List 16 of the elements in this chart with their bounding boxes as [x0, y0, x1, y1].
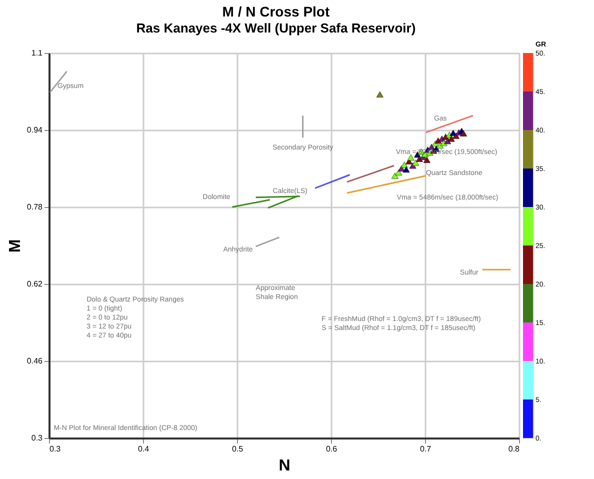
x-tick-label: 0.6: [326, 444, 338, 454]
x-axis-title: N: [278, 458, 290, 474]
y-tick-label: 1.1: [31, 48, 44, 58]
y-tick-label: 0.78: [26, 202, 44, 212]
y-tick-label: 0.62: [26, 280, 44, 288]
y-tick-label: 0.94: [26, 126, 44, 134]
y-tick-label: 0.3: [31, 434, 44, 442]
y-tick-label: 0.46: [26, 356, 44, 366]
x-tick-label: 0.3: [50, 444, 62, 454]
y-axis-title: M: [6, 239, 24, 253]
chart-subtitle: Ras Kanayes -4X Well (Upper Safa Reservoir): [136, 20, 416, 36]
x-tick-label: 0.4: [138, 444, 150, 454]
x-tick-label: 0.7: [420, 444, 432, 454]
x-tick-label: 0.8: [508, 444, 520, 454]
chart-title: M / N Cross Plot: [222, 4, 330, 20]
x-tick-label: 0.5: [232, 444, 244, 454]
